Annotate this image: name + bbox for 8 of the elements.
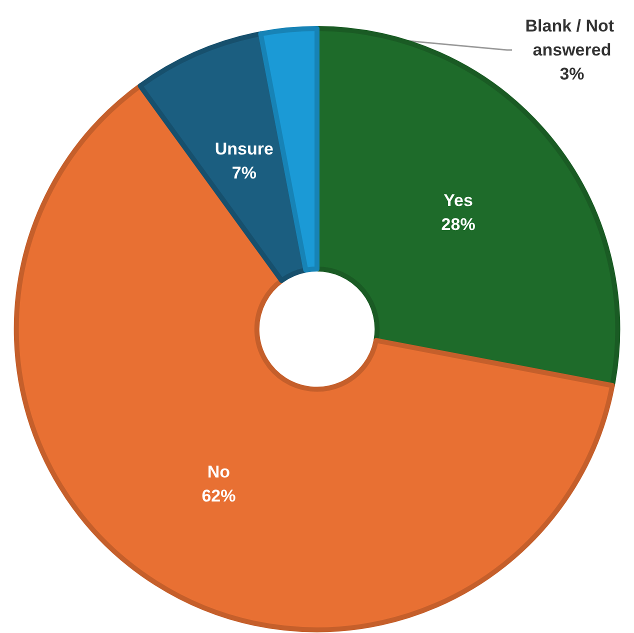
slice-label: Yes [444,190,473,210]
data-label: 28% [441,214,476,234]
slice-label: Unsure [214,139,274,158]
data-label: 3% [560,64,584,84]
data-label: 7% [232,163,256,182]
slice-label: No [207,462,230,482]
slice-label: Blank / Not answered [525,16,619,60]
data-label: 62% [202,486,236,506]
